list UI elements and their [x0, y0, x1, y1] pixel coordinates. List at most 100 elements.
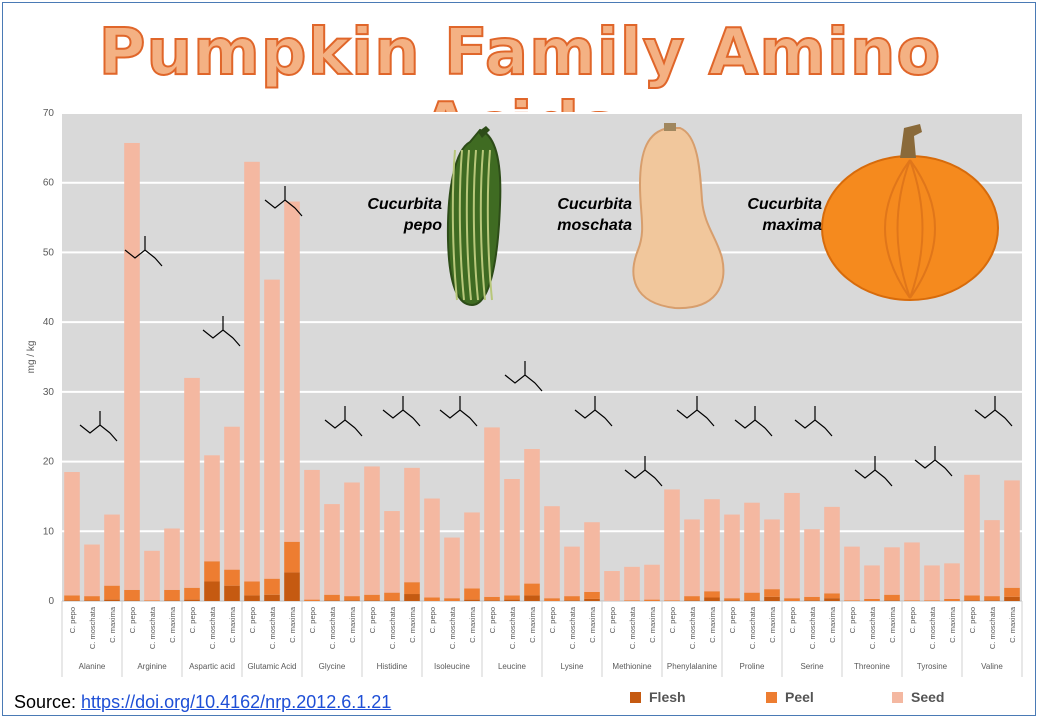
legend-label-peel: Peel — [785, 689, 814, 705]
bar-peel — [224, 569, 240, 586]
y-axis-label: mg / kg — [26, 341, 37, 374]
x-subcategory-label: C. maxima — [108, 606, 117, 643]
pumpkin-icon — [821, 124, 999, 301]
bar-seed — [244, 161, 260, 582]
bar-flesh — [344, 600, 360, 601]
bar-peel — [244, 581, 260, 596]
bar-seed — [64, 472, 80, 596]
bar-flesh — [964, 600, 980, 601]
bar-peel — [924, 600, 940, 601]
species-maxima-genus: Cucurbita — [747, 196, 822, 213]
bar-peel — [964, 595, 980, 601]
bar-peel — [164, 589, 180, 601]
legend-swatch-flesh — [630, 691, 641, 703]
bar-seed — [204, 455, 220, 562]
x-subcategory-label: C. moschata — [808, 606, 817, 649]
bar-flesh — [984, 600, 1000, 601]
bar-peel — [864, 598, 880, 601]
x-subcategory-label: C. moschata — [568, 606, 577, 649]
threonine-structure-icon — [854, 456, 893, 487]
bar-peel — [824, 593, 840, 599]
species-pepo-genus: Cucurbita — [367, 196, 442, 213]
bar-peel — [664, 600, 680, 601]
x-subcategory-label: C. pepo — [68, 607, 77, 633]
x-subcategory-label: C. maxima — [288, 606, 297, 643]
bar-seed — [364, 466, 380, 595]
x-subcategory-label: C. pepo — [128, 607, 137, 633]
species-label-pepo: Cucurbita pepo — [340, 194, 442, 236]
bar-flesh — [764, 596, 780, 601]
x-subcategory-label: C. maxima — [468, 606, 477, 643]
bar-peel — [884, 594, 900, 601]
bar-seed — [184, 377, 200, 588]
bar-flesh — [804, 600, 820, 601]
bar-seed — [324, 504, 340, 595]
bar-peel — [804, 596, 820, 601]
methionine-structure-icon — [624, 456, 663, 487]
bar-flesh — [84, 600, 100, 601]
x-subcategory-label: C. maxima — [888, 606, 897, 643]
bar-seed — [904, 542, 920, 601]
bar-peel — [724, 598, 740, 601]
bar-seed — [524, 449, 540, 584]
bar-flesh — [744, 600, 760, 601]
source-link[interactable]: https://doi.org/10.4162/nrp.2012.6.1.21 — [81, 692, 392, 712]
x-group-label: Serine — [800, 662, 824, 671]
isoleucine-structure-icon — [439, 396, 478, 427]
bar-peel — [684, 596, 700, 601]
bar-seed — [444, 537, 460, 599]
x-subcategory-label: C. pepo — [728, 607, 737, 633]
y-tick-label: 0 — [48, 596, 54, 607]
bar-peel — [404, 582, 420, 595]
bar-seed — [384, 511, 400, 593]
bar-seed — [764, 519, 780, 590]
bar-flesh — [524, 595, 540, 601]
bar-seed — [704, 499, 720, 592]
bar-peel — [564, 596, 580, 601]
bar-peel — [624, 600, 640, 601]
legend-item-flesh: Flesh — [630, 688, 686, 706]
x-subcategory-label: C. pepo — [488, 607, 497, 633]
bar-peel — [944, 598, 960, 601]
bar-seed — [564, 546, 580, 597]
species-label-moschata: Cucurbita moschata — [530, 194, 632, 236]
x-subcategory-label: C. pepo — [308, 607, 317, 633]
x-subcategory-label: C. moschata — [448, 606, 457, 649]
bar-seed — [504, 479, 520, 596]
x-subcategory-label: C. moschata — [88, 606, 97, 649]
x-subcategory-label: C. pepo — [428, 607, 437, 633]
bar-flesh — [244, 595, 260, 601]
bar-seed — [824, 506, 840, 594]
x-subcategory-label: C. pepo — [968, 607, 977, 633]
x-subcategory-label: C. maxima — [1008, 606, 1017, 643]
x-subcategory-label: C. moschata — [328, 606, 337, 649]
bar-flesh — [564, 600, 580, 601]
bar-flesh — [464, 599, 480, 601]
bar-seed — [124, 142, 140, 590]
y-tick-label: 30 — [43, 387, 55, 398]
bar-peel — [544, 598, 560, 601]
bar-seed — [424, 498, 440, 598]
bar-peel — [484, 596, 500, 601]
bar-flesh — [264, 594, 280, 601]
bar-seed — [604, 571, 620, 601]
x-subcategory-label: C. maxima — [528, 606, 537, 643]
bar-peel — [444, 598, 460, 601]
y-tick-label: 60 — [43, 178, 55, 189]
x-subcategory-label: C. maxima — [828, 606, 837, 643]
bar-seed — [644, 564, 660, 600]
legend-swatch-peel — [766, 691, 777, 703]
bar-peel — [704, 591, 720, 598]
legend-swatch-seed — [892, 691, 903, 703]
phenylalanine-structure-icon — [676, 396, 715, 427]
bar-flesh — [204, 581, 220, 601]
bar-flesh — [704, 597, 720, 601]
x-group-label: Threonine — [854, 662, 891, 671]
bar-peel — [764, 589, 780, 597]
bar-flesh — [884, 600, 900, 601]
legend-label-seed: Seed — [911, 689, 945, 705]
bar-seed — [284, 201, 300, 542]
bar-seed — [1004, 480, 1020, 588]
bar-flesh — [484, 600, 500, 601]
x-group-label: Proline — [740, 662, 765, 671]
